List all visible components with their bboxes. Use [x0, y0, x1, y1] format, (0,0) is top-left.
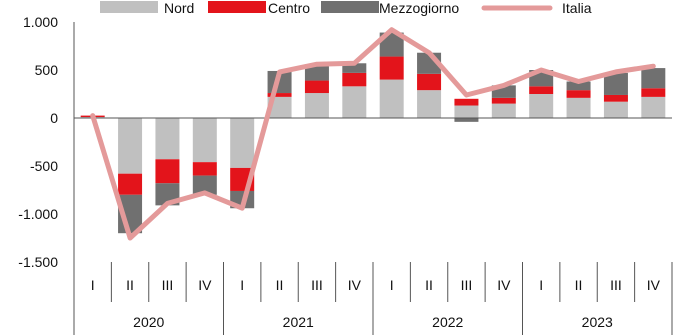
bars	[80, 32, 666, 234]
y-tick-label: -500	[30, 158, 58, 174]
bar-nord	[304, 93, 329, 118]
year-label: 2022	[432, 314, 463, 330]
x-tick-label: IV	[497, 277, 511, 293]
axes	[73, 22, 672, 262]
line-italia	[90, 27, 656, 241]
legend-label-mezzogiorno: Mezzogiorno	[379, 0, 459, 16]
x-tick-label: IV	[647, 277, 661, 293]
bar-mezzogiorno	[641, 68, 666, 89]
y-tick-label: -1.500	[18, 254, 58, 270]
bar-nord	[118, 118, 143, 174]
bar-mezzogiorno	[566, 81, 591, 91]
bar-centro	[192, 162, 217, 176]
bar-mezzogiorno	[454, 118, 479, 122]
bar-centro	[603, 94, 628, 102]
bar-centro	[454, 98, 479, 106]
bar-centro	[304, 80, 329, 94]
x-tick-label: I	[539, 277, 543, 293]
bar-nord	[454, 105, 479, 118]
legend-label-centro: Centro	[268, 0, 310, 16]
bar-centro	[566, 90, 591, 98]
x-tick-label: IV	[198, 277, 212, 293]
x-tick-label: II	[126, 277, 134, 293]
bar-mezzogiorno	[304, 64, 329, 81]
legend-swatch-nord	[100, 1, 158, 13]
x-tick-label: III	[461, 277, 473, 293]
x-tick-label: I	[91, 277, 95, 293]
bar-centro	[641, 88, 666, 97]
x-tick-label: III	[610, 277, 622, 293]
legend-label-nord: Nord	[164, 0, 194, 16]
italia-line-group	[90, 27, 656, 241]
bar-centro	[342, 72, 367, 87]
legend-swatch-mezzogiorno	[321, 1, 379, 13]
x-tick-label: IV	[348, 277, 362, 293]
bar-nord	[155, 118, 180, 160]
bar-centro	[529, 86, 554, 94]
bar-centro	[267, 93, 292, 97]
y-axis-ticks: 1.000 500 0 -500 -1.000 -1.500	[18, 14, 58, 270]
legend-swatch-centro	[208, 1, 266, 13]
x-tick-label: II	[425, 277, 433, 293]
bar-nord	[379, 79, 404, 118]
y-tick-label: 0	[50, 110, 58, 126]
bar-nord	[192, 118, 217, 163]
legend-label-italia: Italia	[562, 0, 592, 16]
bar-centro	[417, 73, 442, 91]
bar-nord	[529, 94, 554, 118]
year-label: 2023	[582, 314, 613, 330]
bar-nord	[342, 86, 367, 118]
bar-nord	[641, 96, 666, 118]
bar-mezzogiorno	[342, 63, 367, 73]
x-tick-label: III	[162, 277, 174, 293]
bar-mezzogiorno	[192, 175, 217, 195]
bar-nord	[417, 90, 442, 118]
bar-mezzogiorno	[603, 72, 628, 95]
x-tick-label: II	[575, 277, 583, 293]
y-tick-label: 500	[35, 62, 59, 78]
bar-centro	[379, 56, 404, 80]
legend: Nord Centro Mezzogiorno Italia	[100, 0, 592, 16]
x-tick-label: II	[276, 277, 284, 293]
bar-nord	[230, 118, 255, 168]
x-tick-label: I	[390, 277, 394, 293]
x-tick-label: III	[311, 277, 323, 293]
bar-nord	[566, 97, 591, 118]
y-tick-label: 1.000	[23, 14, 58, 30]
year-label: 2020	[133, 314, 164, 330]
y-tick-label: -1.000	[18, 206, 58, 222]
bar-centro	[491, 97, 516, 104]
year-label: 2021	[283, 314, 314, 330]
bar-centro	[155, 159, 180, 184]
bar-nord	[603, 101, 628, 118]
x-tick-label: I	[240, 277, 244, 293]
bar-nord	[491, 103, 516, 118]
bar-centro	[118, 173, 143, 195]
